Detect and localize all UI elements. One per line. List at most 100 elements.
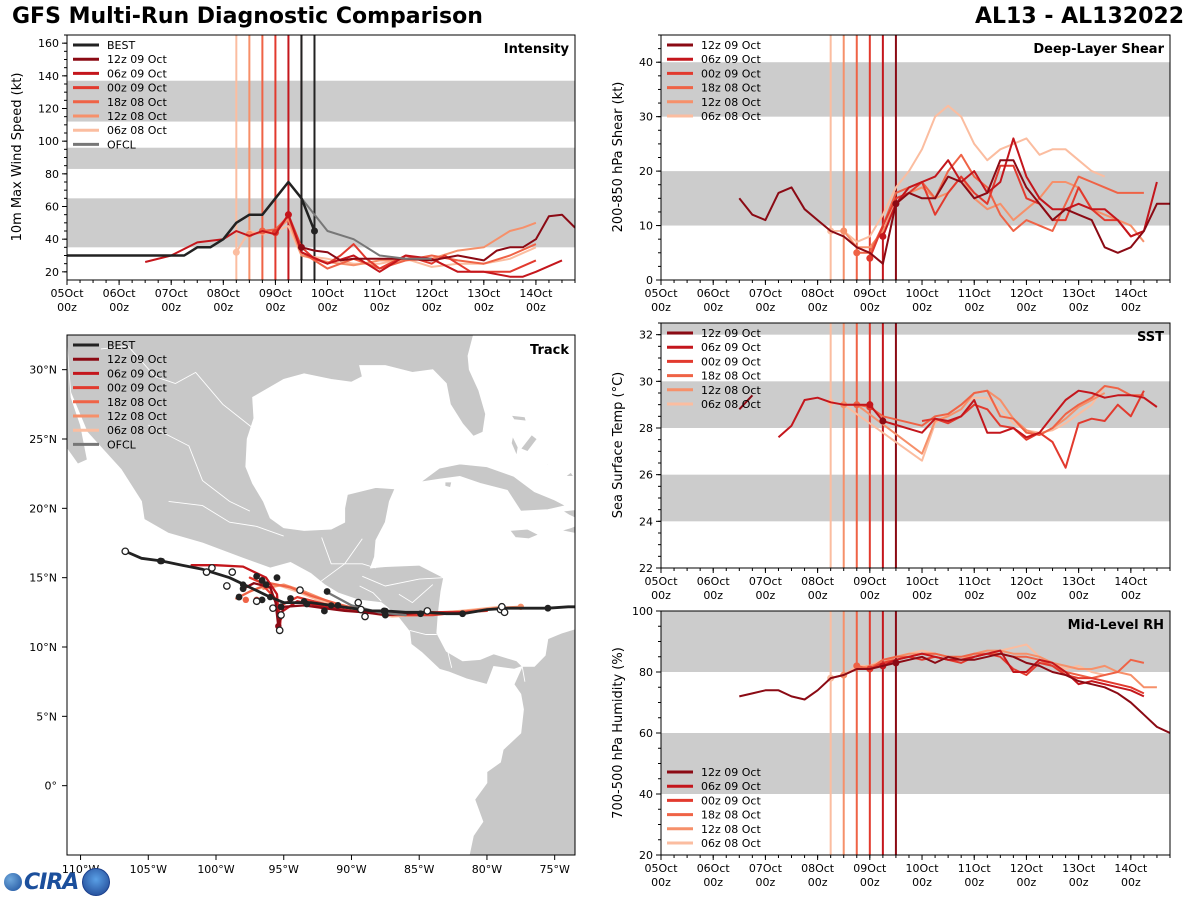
rh-xtick-label: 06Oct [697,862,731,875]
shear-xtick-label: 00z [912,301,932,314]
sst-xtick-label: 10Oct [906,575,940,588]
rh-legend-label: 12z 08 Oct [701,823,761,836]
storm-id-title: AL13 - AL132022 [975,4,1184,29]
noaa-icon [82,868,111,896]
shear-band [661,62,1170,117]
rh-xtick-label: 12Oct [1010,862,1044,875]
track-marker-filled [239,585,247,593]
shear-band [661,171,1170,226]
rh-legend-label: 06z 09 Oct [701,780,761,793]
land-polygon [67,335,523,685]
intensity-ytick-label: 80 [45,168,59,181]
intensity-xtick-label: 14Oct [519,287,553,300]
track-legend-label: BEST [107,339,135,352]
shear-panel-title: Deep-Layer Shear [1033,42,1164,57]
intensity-xtick-label: 07Oct [155,287,189,300]
border-line [320,563,377,583]
track-marker-filled [258,577,266,584]
shear-legend-label: 12z 08 Oct [701,96,761,109]
sst-panel-title: SST [1137,330,1164,345]
intensity-xtick-label: 11Oct [363,287,397,300]
shear-xtick-label: 08Oct [801,287,835,300]
track-marker-filled [323,588,331,595]
rh-ylabel: 700-500 hPa Humidity (%) [611,647,626,819]
track-marker-filled [253,572,261,580]
intensity-legend-label: 06z 09 Oct [107,67,167,80]
track-marker-filled [157,557,164,565]
rh-xtick-label: 00z [808,876,828,889]
shear-ytick-label: 10 [639,220,653,233]
track-marker-open [361,612,369,621]
cira-logo-text: CIRA [24,869,79,895]
border-line [409,629,437,635]
shear-ytick-label: 30 [639,111,653,124]
sst-panel: 22242628303205Oct00z06Oct00z07Oct00z08Oc… [611,322,1171,602]
intensity-plot-area [67,35,575,280]
track-marker-open [354,598,363,607]
intensity-xtick-label: 12Oct [415,287,449,300]
intensity-series-line [235,225,537,268]
track-marker-filled [334,602,342,609]
shear-xtick-label: 00z [1121,301,1141,314]
sst-xtick-label: 09Oct [853,575,887,588]
sst-xtick-label: 00z [912,589,932,602]
intensity-xtick-label: 00z [213,301,233,314]
sst-xtick-label: 00z [1121,589,1141,602]
chart-title: GFS Multi-Run Diagnostic Comparison [12,4,483,29]
intensity-xtick-label: 00z [370,301,390,314]
sst-ylabel: Sea Surface Temp (°C) [611,372,626,519]
track-marker-open [269,604,277,613]
intensity-ylabel: 10m Max Wind Speed (kt) [10,73,25,242]
shear-series-line [856,153,1144,254]
track-marker-open [252,597,261,606]
intensity-band [67,80,575,122]
sst-ytick-label: 22 [639,562,653,575]
track-marker-open [277,611,285,619]
track-axes-frame [66,334,576,856]
intensity-legend-label: BEST [107,39,135,52]
shear-legend-label: 06z 09 Oct [701,53,761,66]
shear-xtick-label: 00z [860,301,880,314]
intensity-xtick-label: 00z [266,301,286,314]
track-marker-open [208,564,216,572]
sst-series-line [843,389,1106,455]
border-line [148,424,251,512]
shear-series-marker [866,254,874,262]
shear-legend-label: 00z 09 Oct [701,67,761,80]
sst-series-line [830,385,1106,462]
track-legend-label: 18z 08 Oct [107,396,167,409]
rh-legend-label: 00z 09 Oct [701,794,761,807]
rh-ytick-label: 20 [639,849,653,862]
intensity-legend-label: 12z 08 Oct [107,110,167,123]
track-legend-label: 06z 09 Oct [107,367,167,380]
border-line [521,666,526,682]
shear-series-marker [879,232,887,240]
rh-xtick-label: 11Oct [958,862,992,875]
track-ytick-label: 10°N [29,641,57,654]
track-marker-filled [277,603,285,611]
shear-xtick-label: 11Oct [958,287,992,300]
rh-series-line [739,652,1170,734]
track-marker-open [275,626,284,635]
shear-xtick-label: 00z [1069,301,1089,314]
shear-xtick-label: 00z [756,301,776,314]
sst-xtick-label: 00z [860,589,880,602]
land-polygon [510,414,527,422]
track-run-dot [267,593,274,601]
intensity-series-marker [297,243,305,251]
rh-xtick-label: 00z [1121,876,1141,889]
shear-series-marker [892,200,900,208]
sst-ytick-label: 28 [639,422,653,435]
intensity-ytick-label: 100 [38,135,59,148]
intensity-xtick-label: 00z [57,301,77,314]
rh-xtick-label: 09Oct [853,862,887,875]
intensity-xtick-label: 13Oct [467,287,501,300]
intensity-series-marker [284,211,292,219]
rh-xtick-label: 00z [651,876,671,889]
shear-xtick-label: 06Oct [697,287,731,300]
track-marker-filled [273,574,281,582]
sst-ytick-label: 26 [639,469,653,482]
sst-xtick-label: 14Oct [1114,575,1148,588]
track-marker-open [223,582,231,590]
land-polygon [444,481,453,488]
